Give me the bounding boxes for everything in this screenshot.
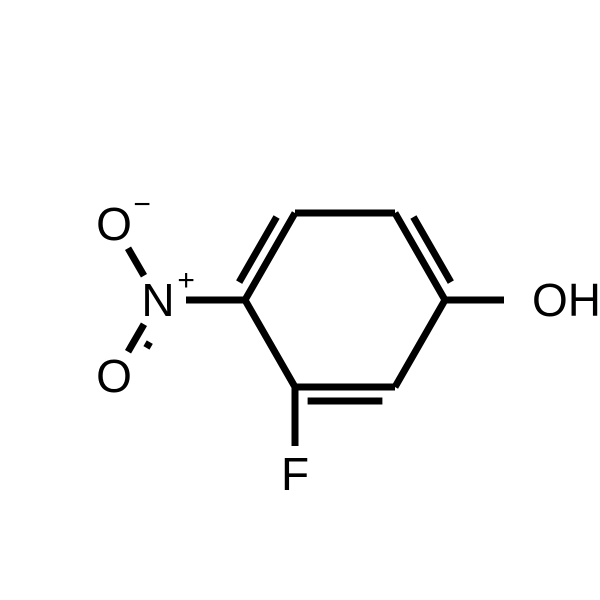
bond-N-O_up (128, 248, 144, 276)
atom-N: N (141, 274, 174, 326)
charge-O_up: − (133, 188, 151, 221)
bond-C5-C6 (295, 387, 395, 401)
bond-C3-C4 (239, 213, 295, 300)
bond-N-O_dn (128, 324, 150, 352)
atom-F: F (281, 448, 309, 500)
bond-C1-C2 (395, 213, 451, 300)
atom-O_dn: O (96, 350, 132, 402)
atom-O_up: O (96, 198, 132, 250)
bond-C4-C5 (245, 300, 295, 387)
molecule-diagram: OHFN+O−O (0, 0, 600, 600)
atom-O_OH: OH (532, 274, 600, 326)
bond-C6-C1 (395, 300, 445, 387)
charge-N: + (177, 264, 195, 297)
